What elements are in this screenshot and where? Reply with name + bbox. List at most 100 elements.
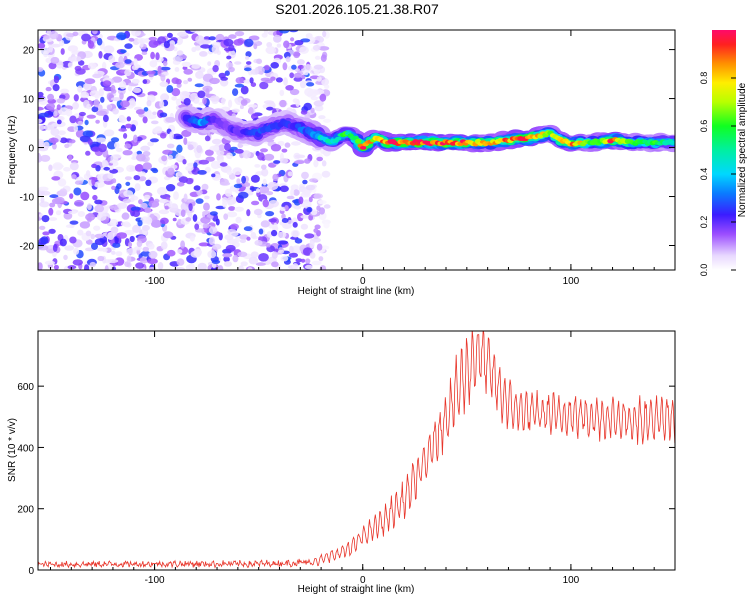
spectrogram-speckle: [282, 62, 288, 71]
spectrogram-speckle: [87, 40, 95, 49]
spectrogram-speckle: [209, 145, 220, 151]
spectrogram-speckle: [137, 171, 146, 177]
spectrogram-speckle: [73, 187, 82, 196]
spectrogram-speckle: [45, 86, 52, 92]
spectrogram-speckle: [124, 43, 133, 49]
spectrogram-speckle: [223, 38, 234, 47]
spectrogram-speckle: [277, 249, 285, 254]
spectrogram-speckle: [180, 240, 186, 249]
spectrogram-speckle: [171, 96, 177, 101]
spectrogram-speckle: [176, 249, 183, 254]
spectrogram-speckle: [314, 105, 324, 112]
spectrogram-speckle: [234, 83, 245, 88]
spectrogram-speckle: [53, 110, 58, 117]
spectrogram-speckle: [305, 258, 311, 264]
spectrogram-speckle: [142, 151, 151, 157]
spectrogram-speckle: [302, 201, 312, 209]
spectrogram-speckle: [224, 143, 231, 151]
spectrogram-speckle: [185, 264, 193, 270]
spectrogram-speckle: [142, 116, 148, 124]
spectrogram-speckle: [103, 86, 113, 92]
spectrogram-speckle: [91, 146, 101, 152]
spectrogram-speckle: [232, 254, 239, 263]
spectrogram-speckle: [112, 242, 121, 248]
spectrogram-speckle: [195, 70, 204, 79]
spectrogram-speckle: [115, 251, 123, 257]
spectrogram-speckle: [152, 168, 159, 174]
spectrogram-speckle: [95, 137, 107, 143]
spectrogram-speckle: [49, 202, 56, 208]
spectrogram-speckle: [211, 259, 221, 264]
spectrogram-speckle: [43, 34, 50, 40]
spectrogram-speckle: [183, 68, 193, 75]
spectrogram-speckle: [293, 72, 302, 79]
spectrogram-speckle: [230, 223, 239, 230]
spectrogram-speckle: [244, 38, 254, 48]
spectrogram-speckle: [110, 84, 116, 92]
spectrogram-speckle: [112, 108, 119, 115]
spectrogram-speckle: [203, 202, 210, 211]
spectrogram-speckle: [127, 241, 133, 248]
spectrogram-speckle: [104, 265, 109, 270]
spectrogram-speckle: [57, 130, 66, 136]
spectrogram-speckle: [236, 178, 241, 185]
spectrogram-speckle: [284, 205, 289, 210]
spectrogram-speckle: [292, 263, 299, 270]
spectrogram-speckle: [293, 51, 300, 59]
spectrogram-speckle: [265, 211, 275, 217]
spectrogram-speckle: [277, 140, 285, 147]
spectrogram-speckle: [78, 111, 86, 117]
spectrogram-speckle: [67, 45, 79, 52]
spectrogram-speckle: [176, 182, 185, 187]
spectrogram-speckle: [133, 58, 138, 66]
spectrogram-speckle: [68, 154, 73, 162]
spectrogram-speckle: [267, 181, 279, 191]
spectrogram-speckle: [75, 68, 86, 75]
spectrogram-speckle: [262, 199, 269, 208]
spectrogram-speckle: [159, 209, 167, 214]
spectrogram-speckle: [48, 228, 56, 234]
spectrogram-speckle: [245, 51, 252, 58]
spectrogram-speckle: [314, 224, 321, 230]
spectrogram-speckle: [291, 245, 303, 254]
spectrogram-speckle: [175, 153, 182, 162]
spectrogram-speckle: [228, 99, 233, 108]
spectrogram-speckle: [299, 80, 307, 89]
spectrogram-speckle: [38, 106, 44, 111]
spectrogram-speckle: [235, 77, 244, 84]
spectrogram-speckle: [297, 64, 304, 70]
spectrogram-speckle: [175, 135, 184, 140]
spectrogram-speckle: [96, 212, 107, 221]
spectrogram-speckle: [94, 199, 103, 205]
spectrogram-speckle: [175, 78, 182, 85]
spectrogram-speckle: [139, 256, 149, 264]
spectrogram-speckle: [226, 211, 238, 218]
spectrogram-speckle: [91, 163, 98, 169]
spectrogram-speckle: [159, 81, 169, 87]
spectrogram-speckle: [102, 61, 107, 70]
spectrogram-speckle: [321, 170, 331, 178]
spectrogram-speckle: [239, 104, 244, 110]
spectrogram-speckle: [280, 255, 289, 262]
spectrogram-speckle: [120, 49, 127, 54]
snr-ytick-label: 200: [17, 505, 34, 516]
spectrogram-speckle: [159, 112, 168, 118]
spectrogram-speckle: [281, 213, 286, 220]
spectrogram-speckle: [119, 81, 127, 90]
spectrogram-speckle: [49, 30, 59, 40]
spectrogram-speckle: [72, 31, 79, 37]
spectrogram-speckle: [96, 37, 103, 46]
spectrogram-speckle: [295, 258, 303, 263]
spectrogram-speckle: [69, 162, 79, 171]
spectrogram-speckle: [102, 80, 112, 87]
spectrogram-speckle: [67, 62, 73, 68]
spectrogram-speckle: [94, 204, 105, 213]
spectrogram-speckle: [148, 243, 155, 250]
spectrogram-speckle: [310, 107, 315, 114]
spectrogram-speckle: [63, 167, 71, 172]
snr-xtick-label: 0: [360, 575, 366, 586]
spectrogram-speckle: [240, 85, 249, 95]
spectrogram-speckle: [69, 220, 79, 225]
spectrogram-speckle: [160, 132, 167, 139]
